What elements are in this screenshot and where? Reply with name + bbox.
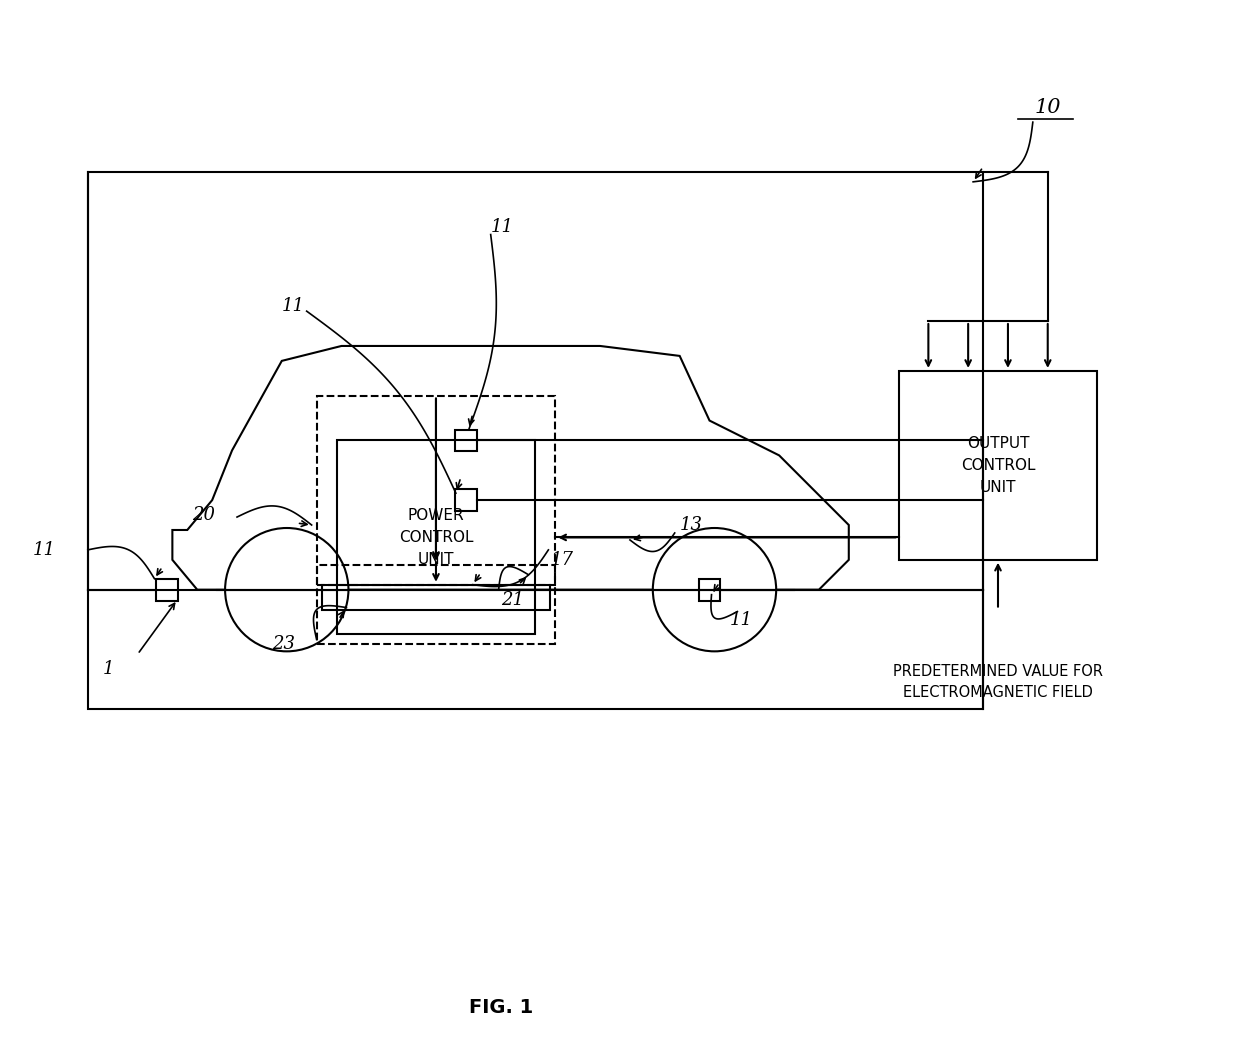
Text: 10: 10	[1034, 98, 1061, 117]
Bar	[156, 579, 179, 600]
Bar	[316, 396, 556, 645]
Text: 20: 20	[192, 506, 216, 524]
Text: 17: 17	[551, 551, 573, 569]
Text: OUTPUT
CONTROL
UNIT: OUTPUT CONTROL UNIT	[961, 436, 1035, 495]
Circle shape	[226, 528, 348, 651]
Bar	[899, 370, 1097, 560]
Text: POWER
CONTROL
UNIT: POWER CONTROL UNIT	[399, 507, 474, 568]
Text: 11: 11	[33, 541, 56, 559]
Text: 11: 11	[491, 217, 513, 235]
Bar	[316, 564, 556, 584]
Bar	[321, 584, 551, 610]
Text: 11: 11	[729, 611, 753, 629]
Circle shape	[652, 528, 776, 651]
Text: 11: 11	[281, 298, 305, 315]
Text: PREDETERMINED VALUE FOR
ELECTROMAGNETIC FIELD: PREDETERMINED VALUE FOR ELECTROMAGNETIC …	[893, 665, 1104, 701]
Bar	[455, 490, 476, 511]
Bar	[88, 172, 983, 709]
Text: 23: 23	[272, 635, 295, 653]
Bar	[698, 579, 720, 600]
Bar	[455, 429, 476, 452]
Bar	[336, 440, 536, 634]
Text: FIG. 1: FIG. 1	[469, 998, 533, 1017]
Text: 21: 21	[501, 591, 523, 609]
Text: 13: 13	[680, 516, 703, 534]
PathPatch shape	[172, 346, 849, 590]
Text: 1: 1	[103, 660, 114, 678]
